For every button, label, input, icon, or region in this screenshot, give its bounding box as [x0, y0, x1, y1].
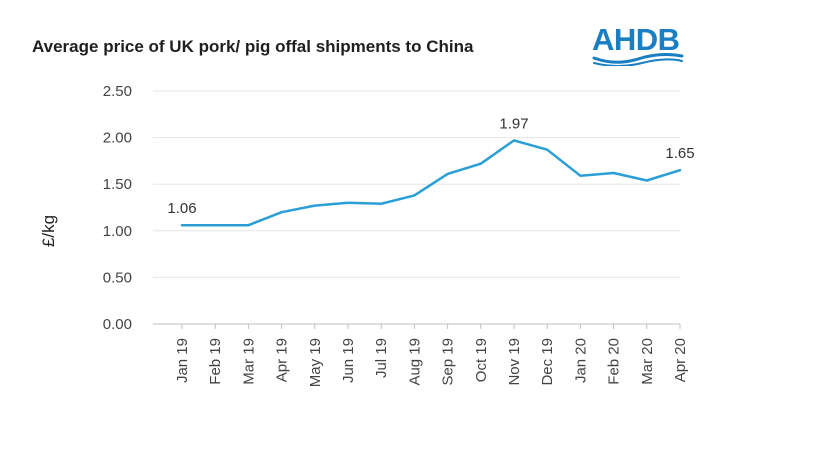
y-tick-label: 2.50 [103, 83, 132, 100]
series-line [180, 139, 682, 227]
x-tick-label: Jan 20 [572, 338, 589, 383]
x-tick-label: Oct 19 [473, 338, 490, 382]
y-tick-label: 0.50 [103, 269, 132, 286]
x-tick-label: Apr 20 [672, 338, 689, 382]
y-tick-label: 1.50 [103, 176, 132, 193]
data-label: 1.97 [499, 115, 528, 132]
x-tick-label: Jul 19 [373, 338, 390, 378]
x-tick-label: Dec 19 [539, 338, 556, 386]
y-axis-ticks: 0.00 0.50 1.00 1.50 2.00 2.50 [103, 83, 132, 333]
y-tick-label: 0.00 [103, 316, 132, 333]
x-tick-label: Feb 20 [606, 338, 623, 385]
x-axis-ticks: Jan 19 Feb 19 Mar 19 Apr 19 May 19 Jun 19 Jul … [174, 324, 689, 387]
x-tick-label: Jan 19 [174, 338, 191, 383]
logo-wave-icon [592, 53, 684, 66]
x-tick-label: Sep 19 [440, 338, 457, 386]
series-points [181, 140, 681, 226]
x-tick-label: Nov 19 [506, 338, 523, 386]
data-label: 1.06 [167, 200, 196, 217]
data-label: 1.65 [665, 145, 694, 162]
x-tick-label: May 19 [307, 338, 324, 387]
chart-title: Average price of UK pork/ pig offal ship… [32, 37, 474, 56]
data-labels: 1.06 1.97 1.65 [167, 115, 694, 217]
x-tick-label: Feb 19 [207, 338, 224, 385]
gridlines [153, 90, 680, 278]
y-axis-label: £/kg [39, 215, 58, 247]
x-tick-label: Mar 20 [639, 338, 656, 385]
y-tick-label: 2.00 [103, 130, 132, 147]
x-tick-label: Jun 19 [340, 338, 357, 383]
x-tick-label: Aug 19 [406, 338, 423, 386]
x-tick-label: Mar 19 [240, 338, 257, 385]
logo-text: AHDB [592, 22, 680, 57]
ahdb-logo: AHDB [592, 22, 692, 70]
x-tick-label: Apr 19 [274, 338, 291, 382]
y-tick-label: 1.00 [103, 223, 132, 240]
